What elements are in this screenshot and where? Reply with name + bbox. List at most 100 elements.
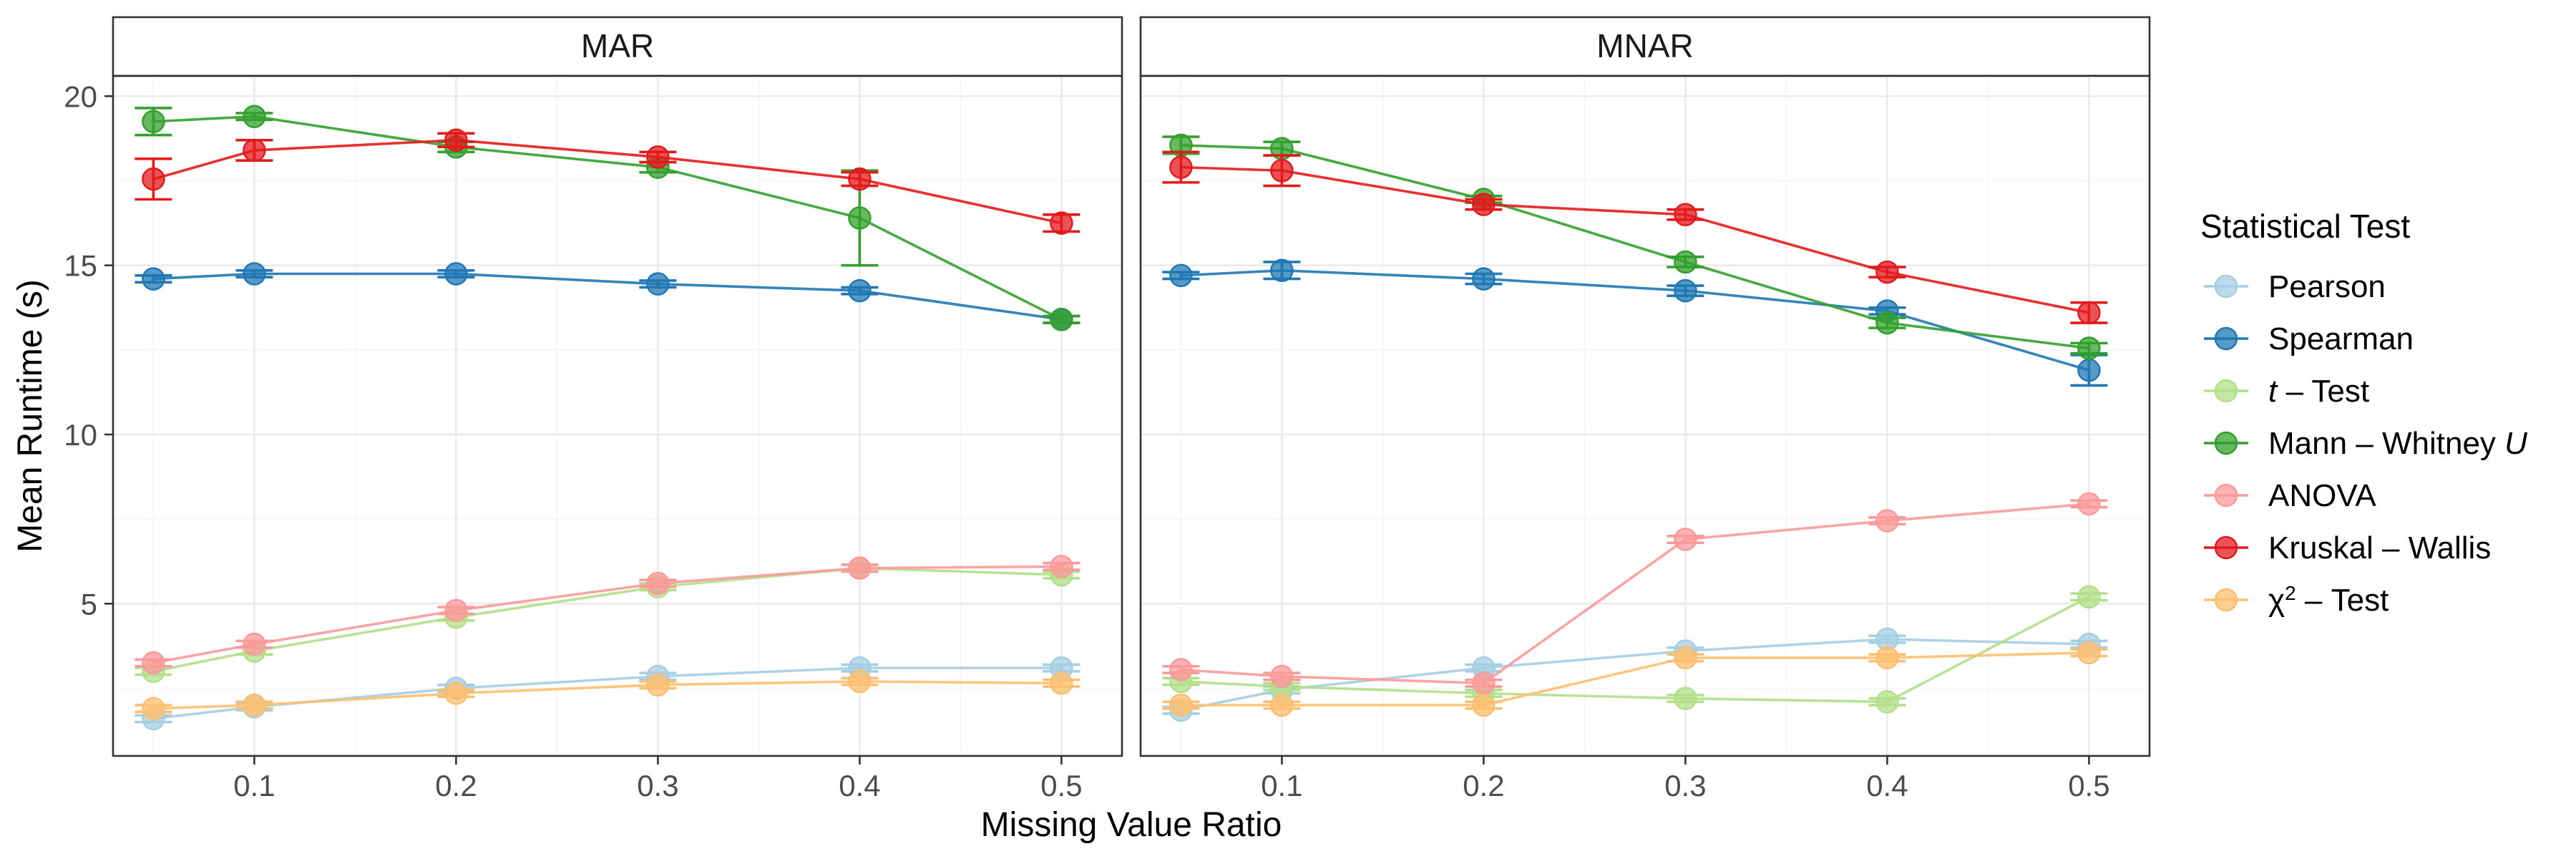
- point-mar-kw-2: [444, 128, 468, 152]
- y-tick-label-3: 20: [64, 79, 97, 113]
- point-mar-anova-4: [848, 556, 872, 580]
- point-mar-spearman-1: [243, 262, 266, 286]
- line-mar-mwu: [153, 115, 1063, 321]
- line-mar-kw: [152, 138, 1062, 225]
- strip-label-mar: MAR: [581, 27, 654, 64]
- legend-item-kw: Kruskal – Wallis: [2204, 530, 2491, 566]
- point-mnar-chi2-1: [1270, 693, 1294, 717]
- point-mnar-ttest-5: [2077, 585, 2101, 609]
- legend-label-pearson: Pearson: [2268, 269, 2386, 304]
- point-mar-chi2-5: [1050, 671, 1073, 695]
- point-mnar-mwu-3: [1674, 250, 1697, 274]
- series-mnar: [1162, 133, 2108, 722]
- line-mnar-spearman: [1181, 268, 2089, 372]
- legend-label-spearman: Spearman: [2268, 321, 2414, 356]
- point-mnar-kw-5: [2077, 301, 2101, 325]
- point-mar-kw-5: [1050, 211, 1073, 235]
- x-tick-label-mnar-2: 0.3: [1664, 769, 1706, 802]
- legend-label-chi2: χ2 – Test: [2268, 582, 2389, 618]
- line-mnar-mwu: [1181, 144, 2089, 350]
- series-mnar-spearman: [1162, 258, 2108, 387]
- point-mar-anova-1: [243, 632, 266, 656]
- point-mnar-anova-4: [1875, 509, 1899, 533]
- point-mnar-ttest-4: [1875, 690, 1899, 714]
- x-tick-label-mar-0: 0.1: [233, 769, 275, 802]
- y-axis-title: Mean Runtime (s): [11, 279, 49, 552]
- point-mnar-spearman-1: [1270, 258, 1294, 283]
- y-tick-label-2: 15: [64, 249, 97, 283]
- point-mar-spearman-3: [646, 272, 670, 296]
- line-mnar-chi2: [1181, 651, 2089, 707]
- point-mar-kw-3: [646, 145, 670, 169]
- point-mar-mwu-0: [142, 110, 165, 134]
- point-mnar-spearman-5: [2077, 358, 2101, 382]
- strip-mar: [112, 16, 1123, 77]
- legend-key-point-pearson: [2214, 274, 2238, 299]
- point-mar-chi2-2: [444, 681, 468, 705]
- point-mar-kw-4: [848, 167, 872, 191]
- y-axis: 5 10 15 20: [64, 79, 113, 621]
- series-mnar-chi2: [1162, 641, 2108, 717]
- line-mnar-anova: [1181, 503, 2089, 685]
- series-mar: [135, 105, 1080, 731]
- point-mnar-chi2-5: [2077, 641, 2101, 665]
- legend-key-point-kw: [2214, 535, 2238, 560]
- point-mar-chi2-1: [243, 693, 266, 717]
- panel-mar: MAR: [112, 16, 1123, 757]
- series-mnar-anova: [1162, 492, 2108, 695]
- point-mnar-kw-1: [1270, 159, 1294, 183]
- point-mar-chi2-3: [646, 673, 670, 697]
- series-mar-anova: [135, 555, 1080, 675]
- legend-item-spearman: Spearman: [2204, 321, 2414, 356]
- x-tick-label-mnar-0: 0.1: [1261, 769, 1302, 802]
- strip-label-mnar: MNAR: [1596, 27, 1693, 64]
- x-tick-label-mar-4: 0.5: [1040, 769, 1082, 802]
- y-tick-label-1: 10: [64, 418, 97, 452]
- line-mar-spearman: [153, 272, 1062, 321]
- point-mnar-spearman-2: [1472, 267, 1496, 291]
- gridlines-mar: [113, 76, 1122, 756]
- point-mnar-kw-0: [1169, 155, 1193, 179]
- point-mar-kw-0: [142, 167, 165, 191]
- point-mar-anova-0: [142, 651, 165, 675]
- point-mar-mwu-4: [848, 206, 872, 230]
- legend-label-kw: Kruskal – Wallis: [2268, 530, 2491, 566]
- point-mnar-anova-5: [2077, 492, 2101, 516]
- x-axis-title: Missing Value Ratio: [981, 806, 1282, 844]
- series-mnar-kw: [1162, 150, 2108, 325]
- point-mar-anova-3: [646, 571, 670, 596]
- point-mar-spearman-4: [848, 278, 872, 303]
- legend-item-mwu: Mann – Whitney U: [2204, 426, 2527, 461]
- line-mnar-kw: [1181, 165, 2089, 314]
- point-mnar-chi2-3: [1674, 646, 1697, 670]
- point-mnar-mwu-4: [1875, 311, 1899, 335]
- point-mnar-anova-2: [1472, 671, 1496, 695]
- x-tick-label-mnar-4: 0.5: [2068, 769, 2109, 802]
- x-tick-label-mar-2: 0.3: [637, 769, 678, 802]
- point-mar-spearman-0: [142, 267, 165, 291]
- point-mnar-spearman-3: [1674, 278, 1697, 303]
- point-mnar-chi2-0: [1169, 693, 1193, 717]
- legend-item-ttest: t – Test: [2204, 374, 2369, 409]
- point-mar-mwu-5: [1050, 308, 1073, 331]
- panel-mnar: MNAR: [1139, 16, 2151, 757]
- plot-frame-mar: [112, 74, 1123, 757]
- point-mar-chi2-4: [848, 669, 872, 694]
- legend-key-point-anova: [2214, 483, 2238, 508]
- point-mnar-kw-3: [1674, 203, 1697, 227]
- legend-label-ttest: t – Test: [2268, 374, 2369, 409]
- legend-item-anova: ANOVA: [2204, 478, 2376, 513]
- point-mnar-kw-2: [1472, 193, 1496, 216]
- line-mar-chi2: [153, 680, 1062, 710]
- series-mar-chi2: [135, 669, 1080, 721]
- legend-entries: Pearson Spearman t – Test Mann – Whitney U A…: [2204, 269, 2527, 618]
- legend-title: Statistical Test: [2200, 208, 2410, 245]
- x-tick-label-mnar-3: 0.4: [1866, 769, 1908, 802]
- legend-item-pearson: Pearson: [2204, 269, 2386, 304]
- point-mar-mwu-1: [243, 105, 266, 128]
- legend-label-anova: ANOVA: [2268, 478, 2376, 513]
- line-mnar-ttest: [1181, 596, 2090, 704]
- point-mnar-anova-0: [1169, 658, 1193, 681]
